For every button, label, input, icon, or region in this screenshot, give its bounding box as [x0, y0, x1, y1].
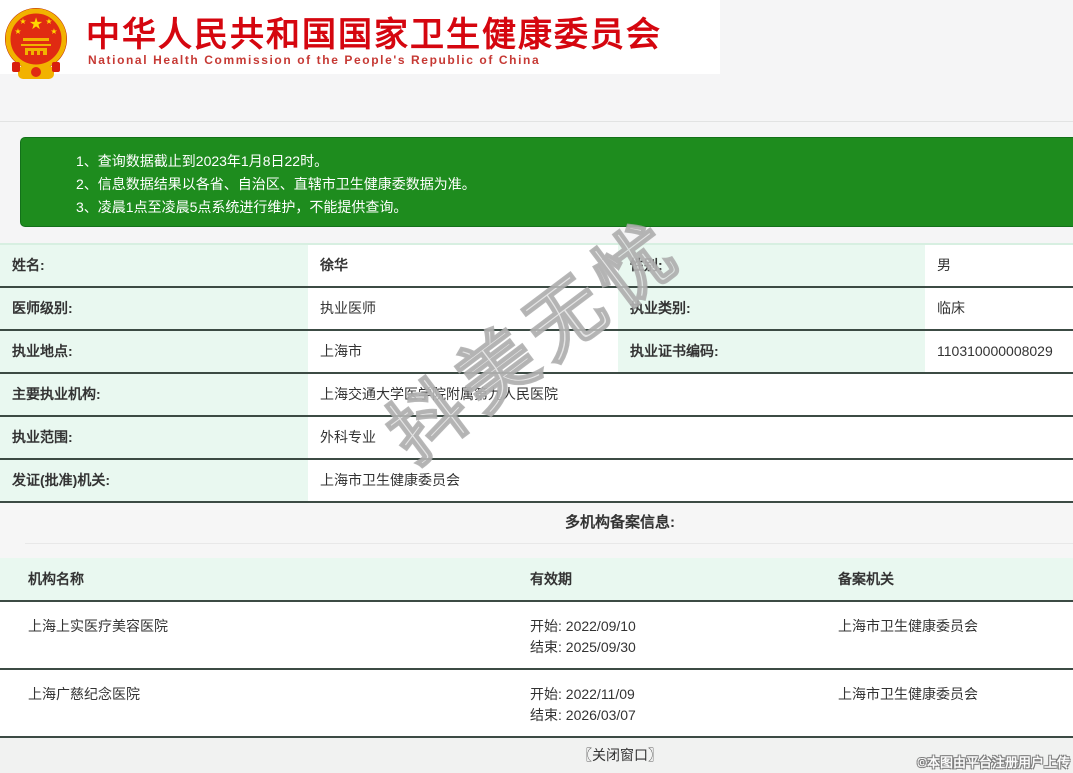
field-value-name: 徐华 — [308, 245, 618, 286]
validity-start: 开始: 2022/11/09 — [530, 686, 635, 702]
multi-org-table-header: 机构名称 有效期 备案机关 — [0, 558, 1073, 602]
validity-period: 开始: 2022/09/10 结束: 2025/09/30 — [500, 616, 808, 658]
header-bar — [0, 0, 720, 74]
field-label-practice-scope: 执业范围: — [0, 417, 308, 458]
table-row: 姓名: 徐华 性别: 男 — [0, 245, 1073, 288]
institution-name: 上海广慈纪念医院 — [28, 686, 140, 702]
corner-upload-watermark: ©本图由平台注册用户上传 — [917, 755, 1070, 770]
column-header-validity-period: 有效期 — [530, 571, 572, 587]
field-label-issuing-authority: 发证(批准)机关: — [0, 460, 308, 501]
site-title-english: National Health Commission of the People… — [88, 53, 541, 67]
filing-authority: 上海市卫生健康委员会 — [838, 686, 978, 702]
validity-period: 开始: 2022/11/09 结束: 2026/03/07 — [500, 684, 808, 726]
field-label-main-institution: 主要执业机构: — [0, 374, 308, 415]
field-value-gender: 男 — [925, 245, 1073, 286]
table-row: 医师级别: 执业医师 执业类别: 临床 — [0, 288, 1073, 331]
svg-text:★: ★ — [50, 27, 57, 36]
svg-text:★: ★ — [45, 17, 52, 26]
field-label-practice-place: 执业地点: — [0, 331, 308, 372]
filing-authority: 上海市卫生健康委员会 — [838, 618, 978, 634]
table-row: 发证(批准)机关: 上海市卫生健康委员会 — [0, 460, 1073, 503]
notice-box: 1、查询数据截止到2023年1月8日22时。 2、信息数据结果以各省、自治区、直… — [20, 137, 1073, 227]
field-label-gender: 性别: — [618, 245, 925, 286]
validity-start: 开始: 2022/09/10 — [530, 618, 636, 634]
multi-org-section-title: 多机构备案信息: — [25, 503, 1073, 544]
field-label-doctor-level: 医师级别: — [0, 288, 308, 329]
china-national-emblem-icon: ★ ★ ★ ★ ★ — [4, 2, 68, 86]
column-header-institution-name: 机构名称 — [28, 571, 84, 587]
field-value-issuing-authority: 上海市卫生健康委员会 — [308, 460, 1073, 501]
field-value-doctor-level: 执业医师 — [308, 288, 618, 329]
site-title-chinese: 中华人民共和国国家卫生健康委员会 — [86, 16, 662, 54]
notice-line: 2、信息数据结果以各省、自治区、直辖市卫生健康委数据为准。 — [76, 176, 476, 192]
table-row: 执业范围: 外科专业 — [0, 417, 1073, 460]
table-row: 主要执业机构: 上海交通大学医学院附属第九人民医院 — [0, 374, 1073, 417]
table-row: 执业地点: 上海市 执业证书编码: 110310000008029 — [0, 331, 1073, 374]
field-value-main-institution: 上海交通大学医学院附属第九人民医院 — [308, 374, 1073, 415]
footer-bar: 〖关闭窗口〗 — [0, 738, 1073, 773]
header-divider — [0, 121, 1073, 122]
field-value-practice-scope: 外科专业 — [308, 417, 1073, 458]
notice-line: 1、查询数据截止到2023年1月8日22时。 — [76, 153, 329, 169]
institution-name: 上海上实医疗美容医院 — [28, 618, 168, 634]
field-value-practice-type: 临床 — [925, 288, 1073, 329]
svg-text:★: ★ — [19, 17, 26, 26]
multi-org-section: 多机构备案信息: — [0, 503, 1073, 558]
field-label-certificate-no: 执业证书编码: — [618, 331, 925, 372]
validity-end: 结束: 2026/03/07 — [530, 707, 636, 723]
field-label-name: 姓名: — [0, 245, 308, 286]
notice-line: 3、凌晨1点至凌晨5点系统进行维护，不能提供查询。 — [76, 199, 408, 215]
close-window-link[interactable]: 〖关闭窗口〗 — [578, 747, 662, 763]
svg-text:★: ★ — [14, 27, 21, 36]
field-label-practice-type: 执业类别: — [618, 288, 925, 329]
svg-text:★: ★ — [29, 16, 43, 33]
field-value-practice-place: 上海市 — [308, 331, 618, 372]
field-value-certificate-no: 110310000008029 — [925, 331, 1073, 372]
table-row: 上海上实医疗美容医院 开始: 2022/09/10 结束: 2025/09/30… — [0, 602, 1073, 670]
table-row: 上海广慈纪念医院 开始: 2022/11/09 结束: 2026/03/07 上… — [0, 670, 1073, 738]
validity-end: 结束: 2025/09/30 — [530, 639, 636, 655]
column-header-filing-authority: 备案机关 — [838, 571, 894, 587]
doctor-info-table: 姓名: 徐华 性别: 男 医师级别: 执业医师 执业类别: 临床 执业地点: 上… — [0, 243, 1073, 738]
